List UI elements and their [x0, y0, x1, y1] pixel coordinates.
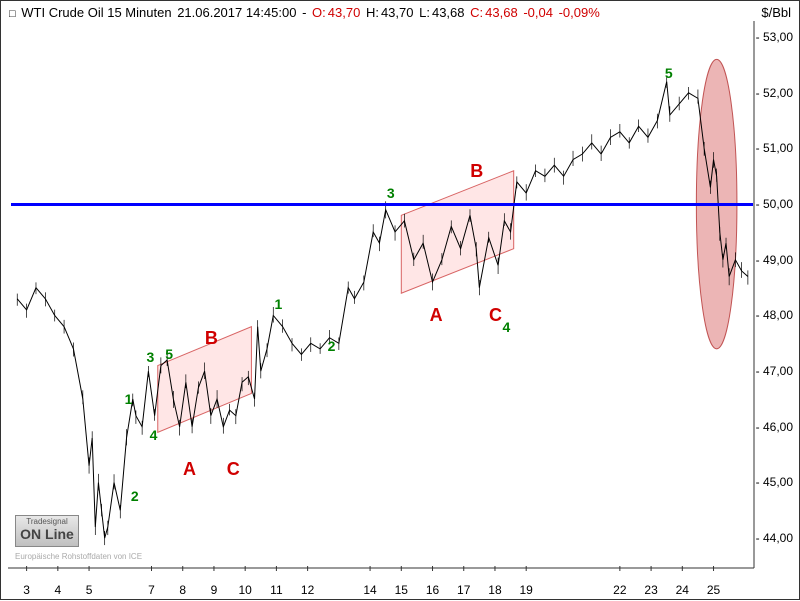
- x-tick-label: 15: [395, 583, 408, 597]
- x-tick-label: 24: [676, 583, 689, 597]
- x-tick-label: 11: [270, 583, 282, 597]
- y-tick-label: - 45,00: [756, 475, 793, 489]
- footnote: Europäische Rohstoffdaten von ICE: [15, 552, 142, 561]
- y-tick-label: - 53,00: [756, 30, 793, 44]
- abc-label-A: A: [183, 459, 196, 480]
- x-tick-label: 23: [644, 583, 657, 597]
- wave-label-1: 1: [125, 391, 133, 407]
- abc-label-B: B: [205, 328, 218, 349]
- x-tick-label: 8: [179, 583, 186, 597]
- y-tick-label: - 51,00: [756, 141, 793, 155]
- price-chart-svg: [1, 1, 800, 601]
- abc-label-C: C: [227, 459, 240, 480]
- abc-label-A: A: [430, 305, 443, 326]
- y-tick-label: - 52,00: [756, 86, 793, 100]
- wave-label-5: 5: [165, 346, 173, 362]
- x-tick-label: 25: [707, 583, 720, 597]
- wave-label-2: 2: [131, 488, 139, 504]
- y-tick-label: - 47,00: [756, 364, 793, 378]
- x-tick-label: 7: [148, 583, 155, 597]
- abc-label-C: C: [489, 305, 502, 326]
- x-tick-label: 22: [613, 583, 626, 597]
- y-tick-label: - 50,00: [756, 197, 793, 211]
- wave-label-2: 2: [328, 338, 336, 354]
- logo-top: Tradesignal: [26, 517, 68, 526]
- chart-frame: □ WTI Crude Oil 15 Minuten 21.06.2017 14…: [0, 0, 800, 600]
- wave-label-4: 4: [150, 427, 158, 443]
- wave-label-5: 5: [665, 65, 673, 81]
- x-tick-label: 4: [54, 583, 61, 597]
- x-tick-label: 17: [457, 583, 470, 597]
- x-tick-label: 3: [23, 583, 30, 597]
- watermark-logo: Tradesignal ON Line: [15, 515, 79, 547]
- wave-label-4: 4: [502, 319, 510, 335]
- y-tick-label: - 46,00: [756, 420, 793, 434]
- wave-label-3: 3: [387, 185, 395, 201]
- support-line-50: [11, 203, 753, 206]
- abc-label-B: B: [470, 161, 483, 182]
- x-tick-label: 5: [86, 583, 93, 597]
- x-tick-label: 10: [238, 583, 251, 597]
- x-tick-label: 12: [301, 583, 314, 597]
- logo-bottom: ON Line: [20, 526, 74, 542]
- y-tick-label: - 48,00: [756, 308, 793, 322]
- y-tick-label: - 44,00: [756, 531, 793, 545]
- x-tick-label: 16: [426, 583, 439, 597]
- correction-zone-1: [401, 171, 513, 293]
- wave-label-3: 3: [147, 349, 155, 365]
- y-tick-label: - 49,00: [756, 253, 793, 267]
- x-tick-label: 18: [488, 583, 501, 597]
- x-tick-label: 9: [211, 583, 218, 597]
- price-line: [17, 82, 748, 538]
- x-tick-label: 19: [520, 583, 533, 597]
- wave-label-1: 1: [275, 296, 283, 312]
- x-tick-label: 14: [363, 583, 376, 597]
